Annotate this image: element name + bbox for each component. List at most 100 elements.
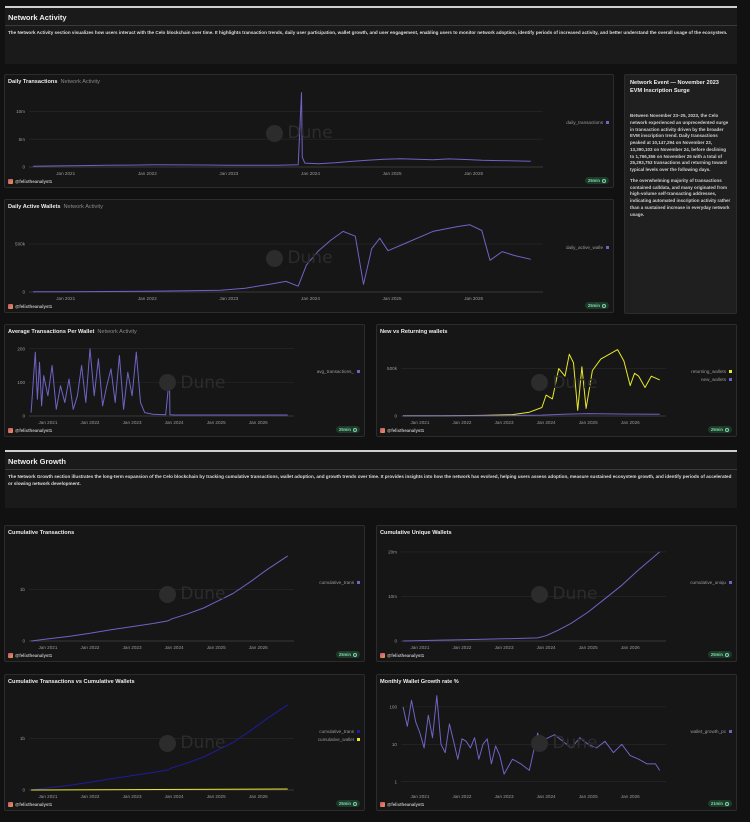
cumulative-tx-vs-wallets-card[interactable]: 0 1b Jan 2021 Jan 2022 Jan 2023 Jan 2024 Jan 2… [4, 674, 365, 811]
x-tick-label: Jan 2026 [621, 645, 640, 650]
daily-transactions-card[interactable]: 0 5m 10m Jan 2021 Jan 2022 Jan 2023 Jan 2024 Ja… [4, 74, 614, 188]
y-tick-label: 0 [22, 165, 25, 170]
event-note-paragraph-1: Between November 23–25, 2023, the Celo n… [630, 113, 729, 173]
card-title-text: Cumulative Transactions vs Cumulative Wa… [8, 679, 135, 685]
x-tick-label: Jan 2024 [165, 794, 184, 799]
legend-label: daily_transactions [566, 119, 603, 125]
card-title-text: Cumulative Transactions [8, 530, 75, 536]
y-tick-label: 0 [22, 788, 25, 793]
author-tag[interactable]: @felixtheanalyst1 [380, 653, 424, 658]
card-title: Average Transactions Per Wallet Network A… [8, 329, 137, 335]
x-tick-label: Jan 2022 [138, 171, 157, 176]
chart-legend: cumulative_trans cumulative_wallet [318, 729, 360, 745]
card-title-text: New vs Returning wallets [380, 329, 448, 335]
author-tag[interactable]: @felixtheanalyst1 [380, 802, 424, 807]
legend-swatch [357, 370, 360, 374]
x-tick-label: Jan 2022 [81, 645, 100, 650]
x-tick-label: Jan 2025 [579, 420, 598, 425]
freshness-badge: 25min [335, 426, 360, 433]
y-tick-label: 0 [394, 414, 397, 419]
chart-legend: daily_transactions [566, 120, 609, 128]
avatar [380, 802, 385, 807]
legend-label: avg_transactions_ [316, 369, 354, 375]
legend-item[interactable]: cumulative_wallet [318, 737, 360, 742]
legend-item[interactable]: new_wallets [691, 377, 732, 382]
chart-legend: returning_wallets new_wallets [691, 369, 732, 385]
chart-plot: 0 1b Jan 2021 Jan 2022 Jan 2023 Jan 2024 Jan 2… [20, 704, 294, 799]
legend-item[interactable]: cumulative_trans [318, 729, 360, 734]
x-tick-label: Jan 2025 [383, 296, 402, 301]
author-tag[interactable]: @felixtheanalyst1 [8, 304, 52, 309]
card-title-text: Daily Transactions [8, 79, 58, 85]
check-circle-icon [353, 652, 357, 657]
series-line[interactable] [31, 704, 288, 791]
author-tag[interactable]: @felixtheanalyst1 [8, 179, 52, 184]
card-subtitle: Network Activity [60, 79, 100, 85]
new-vs-returning-card[interactable]: 0 500k Jan 2021 Jan 2022 Jan 2023 Jan 2024 Jan… [376, 324, 737, 437]
legend-item[interactable]: avg_transactions_ [317, 369, 360, 374]
x-tick-label: Jan 2026 [249, 794, 268, 799]
freshness-text: 25min [338, 801, 351, 806]
legend-label: cumulative_trans [319, 580, 354, 585]
avatar [380, 428, 385, 433]
series-line[interactable] [403, 551, 661, 642]
cumulative-transactions-card[interactable]: 0 1b Jan 2021 Jan 2022 Jan 2023 Jan 2024 Jan 2… [4, 525, 365, 662]
legend-item[interactable]: daily_active_walle [566, 245, 609, 250]
x-tick-label: Jan 2023 [495, 645, 514, 650]
avatar [8, 653, 13, 658]
legend-item[interactable]: daily_transactions [566, 120, 609, 125]
legend-swatch [357, 730, 360, 733]
series-line[interactable] [403, 349, 660, 417]
x-tick-label: Jan 2023 [219, 171, 238, 176]
y-tick-label: 10m [16, 109, 25, 114]
series-line[interactable] [31, 788, 288, 791]
x-tick-label: Jan 2024 [537, 420, 556, 425]
card-title: Cumulative Unique Wallets [380, 530, 452, 536]
author-tag[interactable]: @felixtheanalyst1 [8, 802, 52, 807]
y-tick-label: 100 [389, 704, 397, 709]
legend-swatch [357, 581, 360, 584]
avatar [8, 179, 13, 184]
series-line[interactable] [402, 695, 661, 775]
x-tick-label: Jan 2025 [383, 171, 402, 176]
avg-transactions-card[interactable]: 0 100 200 Jan 2021 Jan 2022 Jan 2023 Jan 2024 J… [4, 324, 365, 437]
card-title-text: Average Transactions Per Wallet [8, 329, 95, 335]
x-tick-label: Jan 2024 [537, 645, 556, 650]
freshness-badge: 25min [707, 426, 732, 433]
x-tick-label: Jan 2025 [207, 645, 226, 650]
y-tick-label: 10 [392, 742, 398, 747]
series-line[interactable] [33, 92, 531, 167]
legend-item[interactable]: cumulative_uniqu [690, 580, 732, 585]
x-tick-label: Jan 2021 [38, 794, 57, 799]
series-line[interactable] [403, 413, 660, 417]
check-circle-icon [353, 427, 357, 432]
legend-label: cumulative_uniqu [690, 580, 726, 585]
y-tick-label: 20m [388, 550, 397, 555]
avatar [8, 304, 13, 309]
legend-item[interactable]: wallet_growth_pc [691, 729, 732, 734]
legend-label: returning_wallets [691, 369, 726, 375]
freshness-badge: 25min [335, 800, 360, 807]
author-tag[interactable]: @felixtheanalyst1 [8, 428, 52, 433]
avatar [8, 428, 13, 433]
y-tick-label: 1b [20, 736, 26, 741]
series-line[interactable] [30, 348, 288, 416]
series-line[interactable] [33, 224, 531, 293]
daily-active-wallets-card[interactable]: 0 500k Jan 2021 Jan 2022 Jan 2023 Jan 2024 Jan… [4, 199, 614, 313]
y-tick-label: 0 [22, 414, 25, 419]
author-tag[interactable]: @felixtheanalyst1 [8, 653, 52, 658]
legend-swatch [729, 378, 732, 382]
author-tag[interactable]: @felixtheanalyst1 [380, 428, 424, 433]
chart-legend: cumulative_uniqu [690, 580, 732, 588]
card-title: Cumulative Transactions vs Cumulative Wa… [8, 679, 135, 685]
series-line[interactable] [31, 555, 288, 642]
wallet-growth-card[interactable]: 1 10 100 Jan 2021 Jan 2022 Jan 2023 Jan 2024 Ja… [376, 674, 737, 811]
legend-item[interactable]: cumulative_trans [319, 580, 360, 585]
chart-plot: 1 10 100 Jan 2021 Jan 2022 Jan 2023 Jan 2024 Ja… [389, 695, 666, 799]
legend-swatch [729, 730, 732, 733]
x-tick-label: Jan 2022 [453, 645, 472, 650]
x-tick-label: Jan 2025 [207, 794, 226, 799]
legend-item[interactable]: returning_wallets [691, 369, 732, 374]
x-tick-label: Jan 2026 [621, 420, 640, 425]
cumulative-wallets-card[interactable]: 0 10m 20m Jan 2021 Jan 2022 Jan 2023 Jan 2024 J… [376, 525, 737, 662]
